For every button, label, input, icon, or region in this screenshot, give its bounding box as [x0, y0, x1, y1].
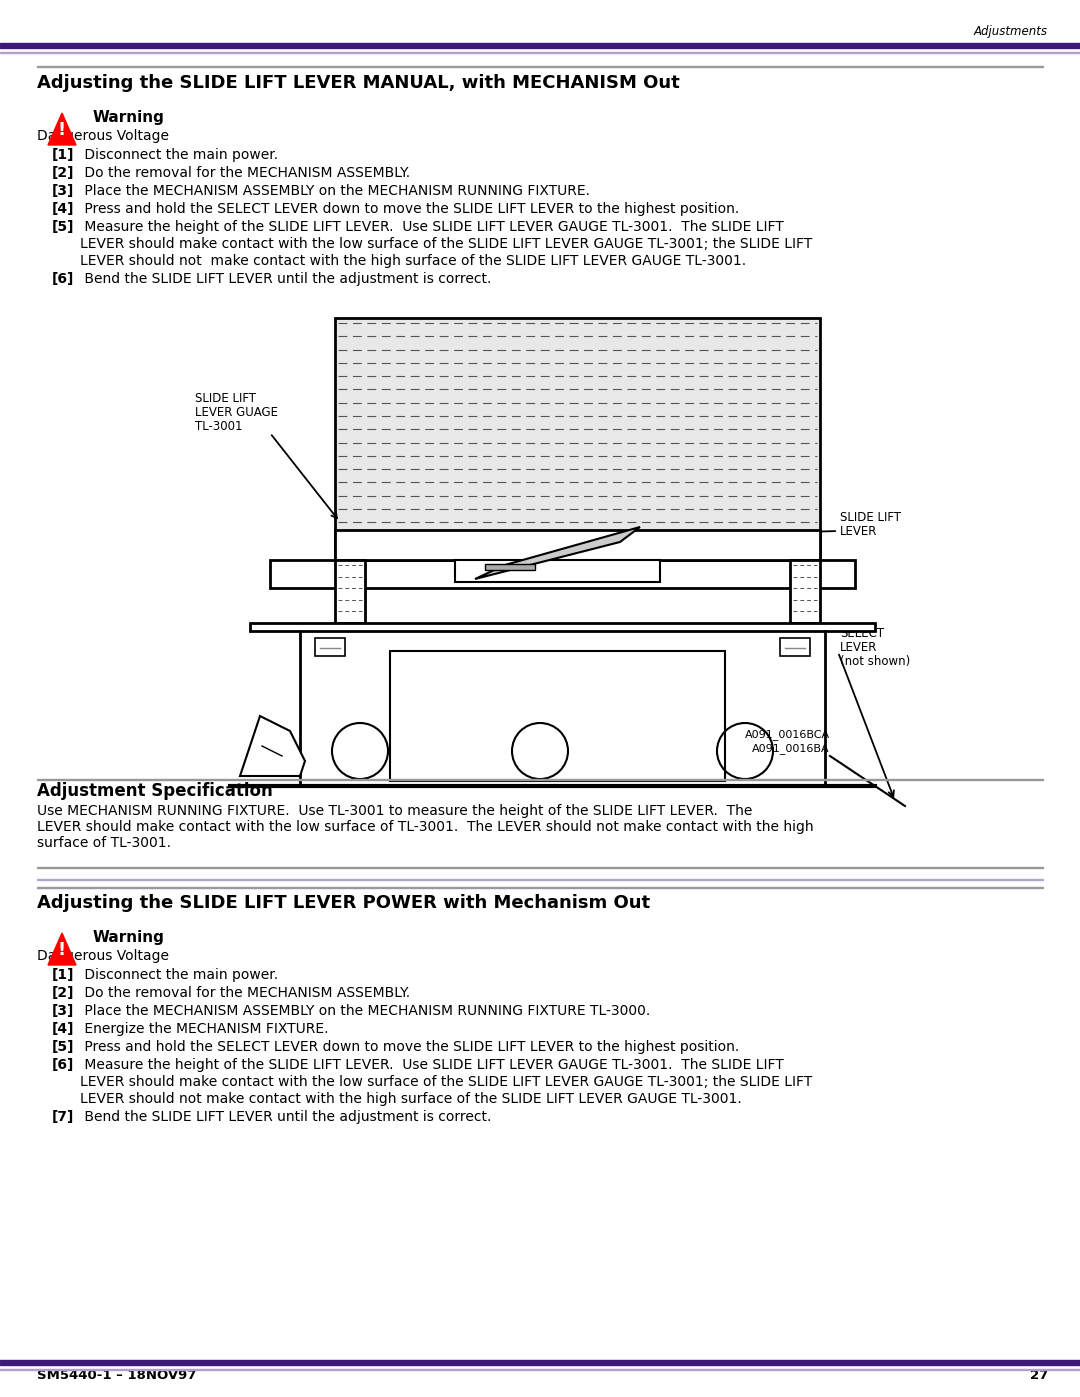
Text: Dangerous Voltage: Dangerous Voltage	[37, 129, 168, 142]
Text: Measure the height of the SLIDE LIFT LEVER.  Use SLIDE LIFT LEVER GAUGE TL-3001.: Measure the height of the SLIDE LIFT LEV…	[80, 219, 784, 235]
Text: LEVER should not make contact with the high surface of the SLIDE LIFT LEVER GAUG: LEVER should not make contact with the h…	[80, 1092, 742, 1106]
Bar	[0, 1361, 1080, 1365]
Text: [2]: [2]	[52, 166, 75, 180]
Text: [5]: [5]	[52, 1039, 75, 1053]
Bar	[780, 638, 810, 657]
Text: [3]: [3]	[52, 1004, 75, 1018]
Text: SLIDE LIFT: SLIDE LIFT	[840, 511, 901, 524]
Bar	[335, 319, 820, 562]
Text: SM5440-1 – 18NOV97: SM5440-1 – 18NOV97	[37, 1369, 197, 1382]
Bar	[335, 529, 820, 560]
Polygon shape	[48, 113, 76, 145]
Text: Energize the MECHANISM FIXTURE.: Energize the MECHANISM FIXTURE.	[80, 1023, 328, 1037]
Text: [7]: [7]	[52, 1111, 75, 1125]
Text: Bend the SLIDE LIFT LEVER until the adjustment is correct.: Bend the SLIDE LIFT LEVER until the adju…	[80, 1111, 491, 1125]
Text: Adjustment Specification: Adjustment Specification	[37, 782, 273, 800]
Text: (not shown): (not shown)	[840, 655, 910, 668]
Text: A091_0016BA: A091_0016BA	[753, 743, 831, 754]
Text: [5]: [5]	[52, 219, 75, 235]
Text: Disconnect the main power.: Disconnect the main power.	[80, 968, 279, 982]
Text: Adjusting the SLIDE LIFT LEVER MANUAL, with MECHANISM Out: Adjusting the SLIDE LIFT LEVER MANUAL, w…	[37, 74, 679, 92]
Polygon shape	[48, 933, 76, 965]
Text: Use MECHANISM RUNNING FIXTURE.  Use TL-3001 to measure the height of the SLIDE L: Use MECHANISM RUNNING FIXTURE. Use TL-30…	[37, 805, 753, 819]
Polygon shape	[240, 717, 305, 775]
Text: SELECT: SELECT	[840, 627, 885, 640]
Bar	[335, 560, 365, 623]
Text: LEVER should not  make contact with the high surface of the SLIDE LIFT LEVER GAU: LEVER should not make contact with the h…	[80, 254, 746, 268]
Bar	[0, 1369, 1080, 1370]
Text: Measure the height of the SLIDE LIFT LEVER.  Use SLIDE LIFT LEVER GAUGE TL-3001.: Measure the height of the SLIDE LIFT LEV…	[80, 1058, 784, 1071]
Text: LEVER should make contact with the low surface of TL-3001.  The LEVER should not: LEVER should make contact with the low s…	[37, 820, 813, 834]
Text: Do the removal for the MECHANISM ASSEMBLY.: Do the removal for the MECHANISM ASSEMBL…	[80, 986, 410, 1000]
Text: TL-3001: TL-3001	[195, 420, 243, 433]
Text: Place the MECHANISM ASSEMBLY on the MECHANISM RUNNING FIXTURE.: Place the MECHANISM ASSEMBLY on the MECH…	[80, 184, 590, 198]
Text: Warning: Warning	[93, 930, 165, 944]
Text: A091_0016BCA: A091_0016BCA	[745, 729, 831, 740]
Text: 27: 27	[1029, 1369, 1048, 1382]
Bar	[249, 623, 875, 631]
Text: Disconnect the main power.: Disconnect the main power.	[80, 148, 279, 162]
Bar	[485, 564, 535, 570]
Text: [4]: [4]	[52, 203, 75, 217]
Text: !: !	[58, 122, 66, 138]
Text: LEVER GUAGE: LEVER GUAGE	[195, 407, 278, 419]
Text: [1]: [1]	[52, 968, 75, 982]
Text: [4]: [4]	[52, 1023, 75, 1037]
Text: surface of TL-3001.: surface of TL-3001.	[37, 835, 171, 849]
Text: Bend the SLIDE LIFT LEVER until the adjustment is correct.: Bend the SLIDE LIFT LEVER until the adju…	[80, 272, 491, 286]
Text: [6]: [6]	[52, 272, 75, 286]
Bar	[0, 43, 1080, 47]
Text: [3]: [3]	[52, 184, 75, 198]
Text: LEVER should make contact with the low surface of the SLIDE LIFT LEVER GAUGE TL-: LEVER should make contact with the low s…	[80, 237, 812, 251]
Text: [6]: [6]	[52, 1058, 75, 1071]
Text: Adjusting the SLIDE LIFT LEVER POWER with Mechanism Out: Adjusting the SLIDE LIFT LEVER POWER wit…	[37, 894, 650, 912]
Text: Warning: Warning	[93, 110, 165, 124]
Text: Place the MECHANISM ASSEMBLY on the MECHANISM RUNNING FIXTURE TL-3000.: Place the MECHANISM ASSEMBLY on the MECH…	[80, 1004, 650, 1018]
Bar	[335, 319, 820, 562]
Text: [2]: [2]	[52, 986, 75, 1000]
Text: SLIDE LIFT: SLIDE LIFT	[195, 393, 256, 405]
Text: LEVER: LEVER	[840, 525, 877, 538]
Text: LEVER should make contact with the low surface of the SLIDE LIFT LEVER GAUGE TL-: LEVER should make contact with the low s…	[80, 1076, 812, 1090]
Bar	[270, 560, 855, 588]
Text: Adjustments: Adjustments	[974, 25, 1048, 38]
Text: LEVER: LEVER	[840, 641, 877, 654]
Text: Press and hold the SELECT LEVER down to move the SLIDE LIFT LEVER to the highest: Press and hold the SELECT LEVER down to …	[80, 203, 739, 217]
Text: Press and hold the SELECT LEVER down to move the SLIDE LIFT LEVER to the highest: Press and hold the SELECT LEVER down to …	[80, 1039, 739, 1053]
Polygon shape	[475, 527, 640, 578]
Text: Do the removal for the MECHANISM ASSEMBLY.: Do the removal for the MECHANISM ASSEMBL…	[80, 166, 410, 180]
Bar	[789, 560, 820, 623]
Bar	[455, 560, 660, 583]
Bar	[315, 638, 345, 657]
Text: !: !	[58, 942, 66, 958]
Text: [1]: [1]	[52, 148, 75, 162]
Text: Dangerous Voltage: Dangerous Voltage	[37, 949, 168, 963]
